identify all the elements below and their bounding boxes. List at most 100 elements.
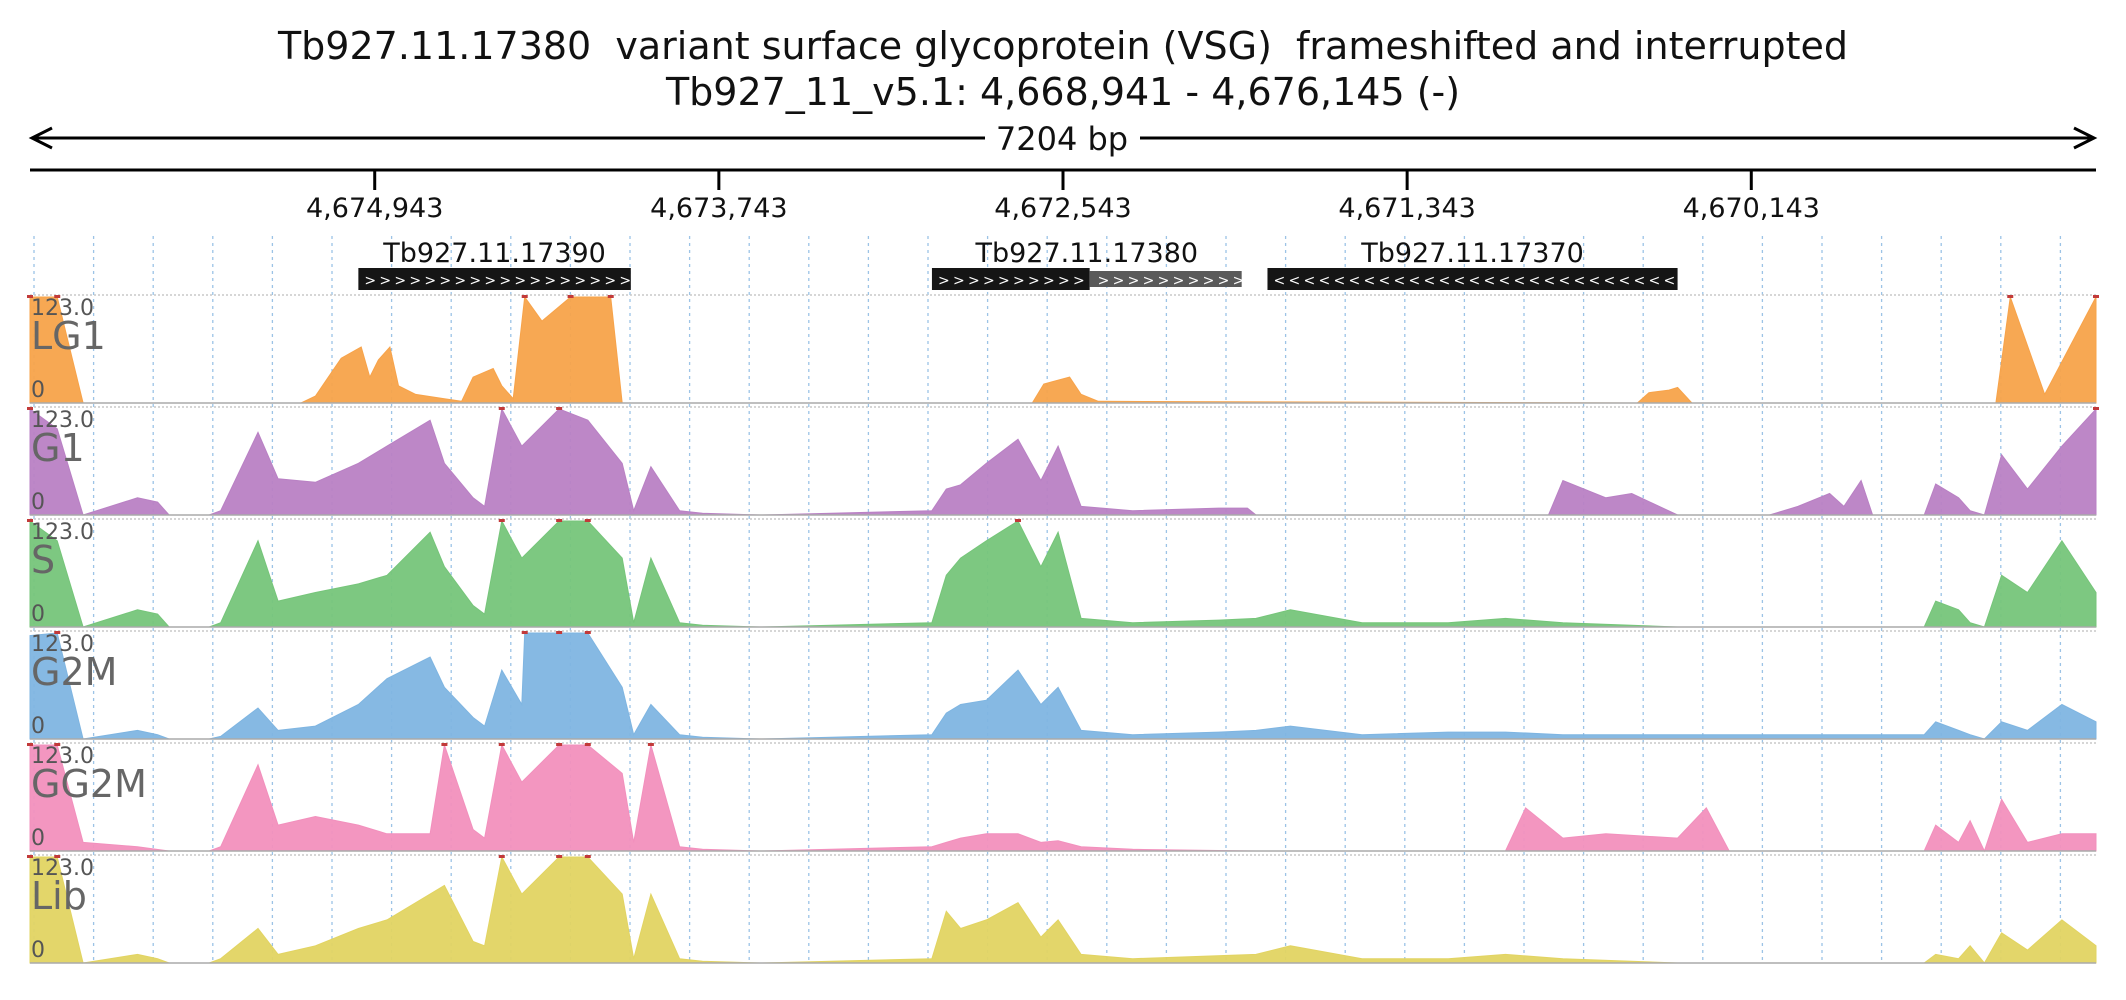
clip-marker: [2007, 295, 2013, 298]
clip-marker: [585, 519, 591, 522]
coverage-area-g2m: [30, 633, 2096, 739]
strand-arrow: >: [1158, 273, 1170, 289]
strand-arrow: >: [484, 273, 496, 289]
strand-arrow: >: [559, 273, 571, 289]
strand-arrow: <: [1573, 273, 1585, 289]
strand-arrow: <: [1603, 273, 1615, 289]
x-tick-label: 4,674,943: [306, 193, 443, 224]
strand-arrow: <: [1423, 273, 1435, 289]
strand-arrow: <: [1483, 273, 1495, 289]
strand-arrow: <: [1513, 273, 1525, 289]
strand-arrow: <: [1303, 273, 1315, 289]
track-ymin-label: 0: [31, 826, 45, 851]
strand-arrow: >: [1143, 273, 1155, 289]
strand-arrow: <: [1528, 273, 1540, 289]
clip-marker: [1015, 519, 1021, 522]
strand-arrow: >: [439, 273, 451, 289]
clip-marker: [499, 519, 505, 522]
strand-arrow: >: [1058, 273, 1070, 289]
clip-marker: [556, 631, 562, 634]
strand-arrow: <: [1648, 273, 1660, 289]
strand-arrow: >: [1128, 273, 1140, 289]
clip-marker: [585, 855, 591, 858]
clip-marker: [556, 743, 562, 746]
track-name-label: G2M: [31, 650, 117, 694]
strand-arrow: >: [424, 273, 436, 289]
strand-arrow: >: [1188, 273, 1200, 289]
strand-arrow: <: [1498, 273, 1510, 289]
track-ymin-label: 0: [31, 490, 45, 515]
strand-arrow: >: [1028, 273, 1040, 289]
strand-arrow: >: [574, 273, 586, 289]
track-name-label: S: [31, 538, 55, 582]
track-name-label: GG2M: [31, 762, 147, 806]
track-name-label: Lib: [31, 874, 87, 918]
strand-arrow: <: [1618, 273, 1630, 289]
strand-arrow: >: [968, 273, 980, 289]
gene-Tb927.11.17370: < < < < < < < < < < < < < < < < < < < < < < < < < < <Tb927.11.1737…: [1267, 238, 1677, 290]
x-tick-label: 4,670,143: [1683, 193, 1820, 224]
strand-arrow: >: [544, 273, 556, 289]
gene-label: Tb927.11.17390: [382, 238, 606, 269]
coverage-area-gg2m: [30, 745, 2096, 851]
clip-marker: [568, 295, 574, 298]
strand-arrow: >: [514, 273, 526, 289]
gene-Tb927.11.17380: > > > > > > > > > >> > > > > > > > > >Tb927.11.17380: [932, 238, 1244, 290]
strand-arrow: >: [1098, 273, 1110, 289]
x-tick-label: 4,671,343: [1338, 193, 1475, 224]
clip-marker: [556, 855, 562, 858]
track-s: 123.0 0 S: [27, 519, 2096, 627]
track-lib: 123.00Lib: [27, 855, 2096, 963]
track-g1: 123.00G1: [27, 407, 2099, 515]
strand-arrow: >: [379, 273, 391, 289]
strand-arrow: >: [529, 273, 541, 289]
clip-marker: [608, 295, 614, 298]
clip-marker: [556, 407, 562, 410]
track-lg1: 123.0 0 LG1: [27, 295, 2099, 403]
clip-marker: [499, 407, 505, 410]
track-ymin-label: 0: [31, 378, 45, 403]
strand-arrow: <: [1393, 273, 1405, 289]
strand-arrow: >: [604, 273, 616, 289]
strand-arrow: >: [409, 273, 421, 289]
x-tick-label: 4,673,743: [650, 193, 787, 224]
strand-arrow: <: [1633, 273, 1645, 289]
x-tick-label: 4,672,543: [994, 193, 1131, 224]
strand-arrow: <: [1468, 273, 1480, 289]
strand-arrow: >: [938, 273, 950, 289]
clip-marker: [556, 519, 562, 522]
track-g2m: 123.0 0 G2M: [30, 631, 2096, 739]
strand-arrow: >: [619, 273, 631, 289]
strand-arrow: >: [589, 273, 601, 289]
strand-arrow: >: [1233, 273, 1245, 289]
track-name-label: G1: [31, 426, 85, 470]
gene-Tb927.11.17390: > > > > > > > > > > > > > > > > > >Tb927.11.17390: [358, 238, 631, 290]
strand-arrow: >: [1113, 273, 1125, 289]
strand-arrow: <: [1453, 273, 1465, 289]
strand-arrow: >: [983, 273, 995, 289]
coverage-area-lg1: [30, 297, 2096, 403]
strand-arrow: <: [1408, 273, 1420, 289]
strand-arrow: <: [1348, 273, 1360, 289]
span-label: 7204 bp: [996, 120, 1128, 158]
strand-arrow: <: [1438, 273, 1450, 289]
strand-arrow: >: [1073, 273, 1085, 289]
strand-arrow: <: [1318, 273, 1330, 289]
strand-arrow: <: [1588, 273, 1600, 289]
strand-arrow: >: [998, 273, 1010, 289]
clip-marker: [499, 855, 505, 858]
strand-arrow: <: [1273, 273, 1285, 289]
clip-marker: [585, 631, 591, 634]
strand-arrow: >: [1173, 273, 1185, 289]
track-name-label: LG1: [31, 314, 106, 358]
gene-label: Tb927.11.17370: [1360, 238, 1584, 269]
clip-marker: [2093, 295, 2099, 298]
strand-arrow: <: [1363, 273, 1375, 289]
strand-arrow: >: [1043, 273, 1055, 289]
strand-arrow: <: [1378, 273, 1390, 289]
clip-marker: [585, 743, 591, 746]
strand-arrow: <: [1543, 273, 1555, 289]
track-gg2m: 123.00GG2M: [27, 743, 2096, 851]
strand-arrow: >: [1203, 273, 1215, 289]
